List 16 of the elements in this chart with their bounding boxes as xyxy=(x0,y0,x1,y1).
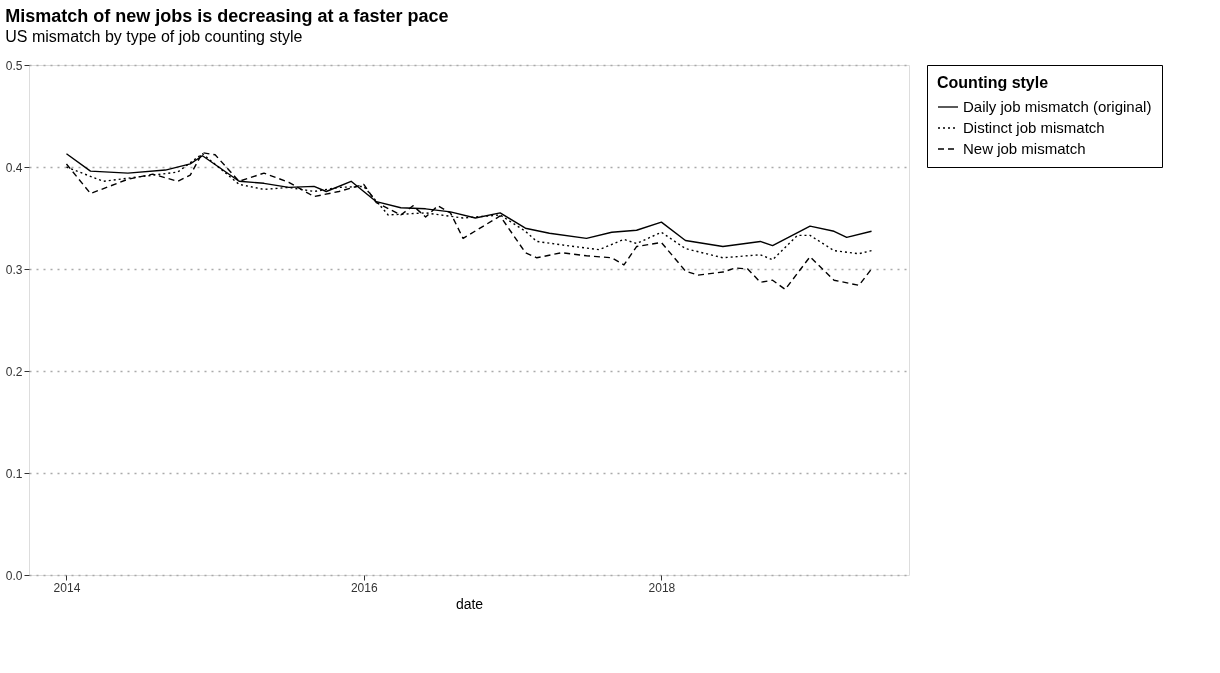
chart-title: Mismatch of new jobs is decreasing at a faster pace xyxy=(5,6,449,26)
legend-title: Counting style xyxy=(937,74,1049,91)
y-tick-label: 0.4 xyxy=(5,160,23,175)
y-tick-label: 0.5 xyxy=(5,58,23,73)
legend-label: New job mismatch xyxy=(963,140,1086,157)
x-axis-title: date xyxy=(455,595,484,612)
x-tick-label: 2018 xyxy=(648,580,676,595)
y-tick-label: 0.3 xyxy=(5,262,23,277)
y-tick-label: 0.1 xyxy=(5,466,23,481)
y-tick-label: 0.0 xyxy=(5,568,23,583)
x-tick-label: 2014 xyxy=(53,580,81,595)
x-tick-label: 2016 xyxy=(350,580,378,595)
legend-label: Distinct job mismatch xyxy=(963,119,1105,136)
chart-subtitle: US mismatch by type of job counting style xyxy=(5,28,303,45)
legend-label: Daily job mismatch (original) xyxy=(963,98,1152,115)
y-tick-label: 0.2 xyxy=(5,364,23,379)
